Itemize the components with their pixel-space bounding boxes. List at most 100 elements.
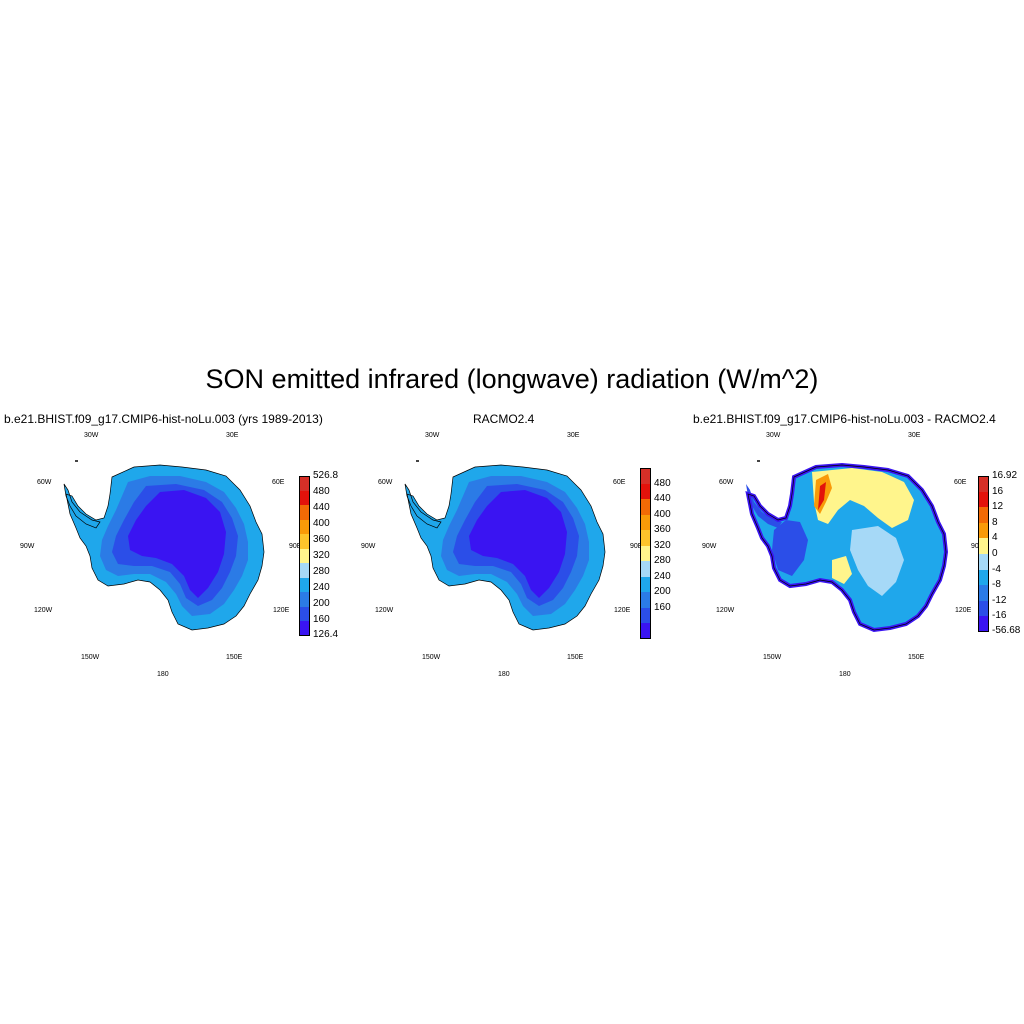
ice-sheet-core-region xyxy=(469,490,567,598)
antarctica-map xyxy=(404,460,606,631)
island-marker xyxy=(75,460,78,462)
colorbar-tick-label: -4 xyxy=(992,563,1001,575)
colorbar-segment xyxy=(640,623,651,639)
lon-label: 90W xyxy=(20,543,35,550)
colorbar-segment xyxy=(640,499,651,515)
colorbar-segment xyxy=(299,519,310,534)
colorbar-segment xyxy=(640,530,651,546)
antarctica-map xyxy=(745,460,949,633)
lon-label: 90E xyxy=(630,543,643,550)
lon-label: 30E xyxy=(567,432,580,439)
lon-label: 180 xyxy=(839,671,851,678)
weak-bias-region xyxy=(850,526,904,596)
colorbar-tick-label: -56.68 xyxy=(992,625,1021,636)
lon-label: 30W xyxy=(425,432,440,439)
colorbar-segment xyxy=(978,476,989,492)
colorbar xyxy=(299,476,310,636)
colorbar xyxy=(978,476,989,632)
colorbar-segment xyxy=(640,468,651,484)
colorbar-segment xyxy=(299,577,310,592)
antarctic-peninsula xyxy=(64,484,100,528)
colorbar-tick-label: 440 xyxy=(654,493,671,504)
colorbar-tick-label: 440 xyxy=(313,501,330,513)
lon-label: 60W xyxy=(719,479,734,486)
colorbar-segment xyxy=(978,569,989,586)
antarctic-peninsula xyxy=(746,484,782,528)
colorbar-tick-label: -16 xyxy=(992,610,1007,622)
colorbar-segment xyxy=(299,476,310,491)
lon-label: 150E xyxy=(567,654,584,661)
colorbar-segment xyxy=(978,507,989,523)
colorbar-tick-label: 160 xyxy=(654,601,671,613)
colorbar-segment xyxy=(978,538,989,554)
colorbar-segment xyxy=(299,505,310,520)
lon-label: 180 xyxy=(157,671,169,678)
max-positive-bias xyxy=(818,482,826,510)
colorbar-tick-label: 320 xyxy=(654,539,671,551)
colorbar-segment xyxy=(978,522,989,539)
colorbar-segment xyxy=(299,490,310,505)
colorbar-tick-label: 400 xyxy=(313,517,330,529)
coastline xyxy=(65,464,265,631)
colorbar-tick-label: 12 xyxy=(992,501,1004,513)
colorbar-segment xyxy=(978,616,989,632)
colorbar-segment xyxy=(640,576,651,592)
lon-label: 90E xyxy=(971,543,983,550)
coastline xyxy=(406,464,606,631)
lon-label: 120W xyxy=(716,607,735,614)
peninsula-coastline xyxy=(404,483,442,529)
colorbar-segment xyxy=(978,600,989,617)
colorbar-tick-label: 480 xyxy=(654,477,671,489)
lon-label: 30W xyxy=(84,432,99,439)
lon-label: 120E xyxy=(273,607,290,614)
colorbar-tick-label: 400 xyxy=(654,508,671,520)
colorbar-tick-label: 320 xyxy=(313,549,330,561)
colorbar-tick-label: -12 xyxy=(992,594,1007,606)
lon-label: 120W xyxy=(34,607,53,614)
lon-label: 150W xyxy=(422,654,441,661)
colorbar-tick-label: 360 xyxy=(313,533,330,545)
colorbar-segment xyxy=(640,483,651,499)
lon-label: 90W xyxy=(702,543,717,550)
lon-label: 30E xyxy=(908,432,921,439)
colorbar-tick-label: 126.4 xyxy=(313,628,339,640)
lon-label: 60E xyxy=(272,479,285,486)
panel-model: b.e21.BHIST.f09_g17.CMIP6-hist-noLu.003 … xyxy=(0,410,341,690)
colorbar-tick-label: 360 xyxy=(654,524,671,535)
lon-label: 60E xyxy=(613,479,626,486)
colorbar-tick-label: 8 xyxy=(992,516,998,528)
coastline xyxy=(747,464,947,631)
colorbar-tick-label: 280 xyxy=(313,565,330,577)
lon-label: 30E xyxy=(226,432,239,439)
negative-bias-west xyxy=(772,520,808,576)
colorbar-segment xyxy=(978,553,989,570)
peninsula-coastline xyxy=(63,483,101,529)
colorbar-tick-label: 240 xyxy=(654,570,671,582)
colorbar-tick-label: 0 xyxy=(992,548,998,559)
lon-label: 30W xyxy=(766,432,781,439)
lon-label: 120W xyxy=(375,607,394,614)
ross-shelf-positive xyxy=(832,556,852,584)
colorbar-tick-label: 16 xyxy=(992,485,1004,497)
lon-label: 60W xyxy=(37,479,52,486)
figure-title: SON emitted infrared (longwave) radiatio… xyxy=(205,364,819,394)
lon-label: 150W xyxy=(763,654,782,661)
colorbar-segment xyxy=(640,514,651,530)
colorbar-segment xyxy=(640,561,651,577)
colorbar-segment xyxy=(978,585,989,601)
panel-title: RACMO2.4 xyxy=(473,412,535,426)
colorbar-segment xyxy=(299,606,310,621)
panel-title: b.e21.BHIST.f09_g17.CMIP6-hist-noLu.003 … xyxy=(693,412,996,426)
colorbar-segment xyxy=(640,607,651,623)
antarctic-peninsula xyxy=(405,484,441,528)
colorbar-tick-label: 160 xyxy=(313,613,330,625)
lon-label: 60W xyxy=(378,479,393,486)
colorbar-segment xyxy=(299,563,310,578)
colorbar-segment xyxy=(299,621,310,636)
island-marker xyxy=(416,460,419,462)
colorbar-segment xyxy=(640,592,651,608)
panel-racmo: RACMO2.4 30W 30E 60W 60E 90W 90E 120W 12… xyxy=(341,410,682,690)
colorbar-tick-label: 16.92 xyxy=(992,470,1018,481)
lon-label: 120E xyxy=(614,607,631,614)
colorbar-tick-label: 200 xyxy=(654,586,671,597)
